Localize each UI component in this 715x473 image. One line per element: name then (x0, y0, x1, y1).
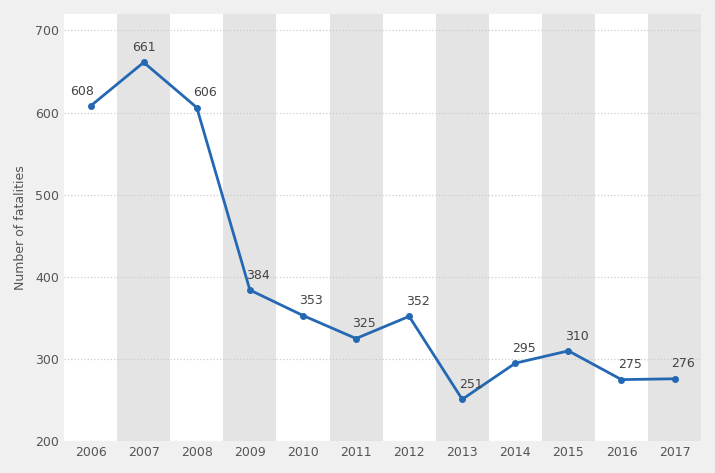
Text: 276: 276 (671, 358, 695, 370)
Bar (648, 14, 701, 441)
Text: 384: 384 (247, 269, 270, 282)
Text: 275: 275 (618, 358, 642, 371)
Text: 608: 608 (70, 85, 94, 97)
Text: 353: 353 (300, 294, 323, 307)
Y-axis label: Number of fatalities: Number of fatalities (14, 165, 27, 290)
Text: 310: 310 (565, 330, 588, 342)
Text: 251: 251 (459, 378, 483, 391)
Text: 325: 325 (352, 317, 376, 330)
Bar (435, 14, 489, 441)
Bar (117, 14, 170, 441)
Text: 295: 295 (512, 342, 536, 355)
Text: 352: 352 (405, 295, 429, 308)
Bar (223, 14, 277, 441)
Text: 661: 661 (132, 41, 156, 54)
Bar (542, 14, 595, 441)
Bar (330, 14, 383, 441)
Text: 606: 606 (193, 86, 217, 99)
